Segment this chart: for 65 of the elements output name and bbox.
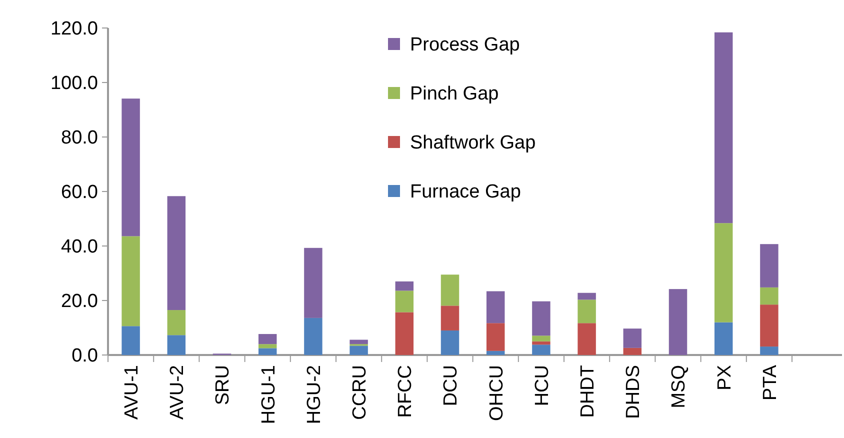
x-tick-label: OHCU	[486, 365, 508, 421]
bar	[304, 248, 322, 318]
bar	[122, 98, 140, 236]
x-tick-label: CCRU	[349, 365, 370, 420]
y-tick-label: 80.0	[61, 128, 98, 149]
bar	[167, 310, 186, 336]
bar	[395, 290, 414, 312]
bar	[258, 344, 277, 348]
x-tick-label: AVU-2	[167, 365, 188, 420]
bar	[532, 301, 550, 336]
bar	[578, 292, 596, 300]
bar	[714, 32, 733, 224]
legend-label: Furnace Gap	[410, 182, 521, 203]
y-tick-label: 60.0	[61, 182, 98, 204]
legend-label: Pinch Gap	[410, 84, 499, 105]
x-tick-label: HCU	[532, 365, 553, 406]
bar	[440, 330, 460, 355]
y-tick-label: 40.0	[61, 236, 98, 258]
bar	[532, 341, 550, 345]
x-tick-label: PTA	[760, 364, 781, 401]
bar	[578, 323, 596, 355]
legend-label: Process Gap	[410, 34, 520, 56]
bar	[167, 196, 186, 310]
y-tick-label: 100.0	[50, 73, 98, 94]
y-tick-label: 120.0	[50, 18, 98, 40]
bar	[350, 346, 368, 355]
x-tick-label: RFCC	[395, 365, 416, 418]
bar	[122, 326, 140, 355]
x-tick-label: DHDS	[623, 365, 644, 419]
x-tick-label: DHDT	[577, 364, 598, 418]
bar	[760, 346, 778, 355]
bar	[486, 350, 505, 355]
y-tick-label: 20.0	[61, 291, 98, 312]
bar	[350, 340, 368, 344]
bar	[486, 323, 505, 351]
x-tick-label: AVU-1	[121, 365, 142, 420]
x-tick-label: PX	[714, 364, 736, 390]
bar	[440, 306, 460, 330]
bar	[486, 291, 505, 324]
bar	[760, 287, 778, 305]
bar	[623, 328, 642, 348]
bar	[532, 344, 550, 355]
bar	[167, 335, 186, 355]
bar	[760, 304, 778, 347]
x-tick-label: HGU-2	[304, 365, 325, 424]
bar	[623, 348, 642, 355]
bar	[578, 300, 596, 324]
bar	[395, 312, 414, 355]
bar	[532, 336, 550, 342]
bar	[122, 236, 140, 326]
x-tick-label: DCU	[440, 365, 462, 406]
bar	[714, 322, 733, 355]
bar	[258, 348, 277, 355]
legend-label: Shaftwork Gap	[410, 132, 536, 154]
bar	[395, 281, 414, 291]
bar	[714, 223, 733, 322]
x-tick-label: HGU-1	[258, 365, 280, 424]
bar	[304, 318, 322, 355]
x-tick-label: SRU	[212, 365, 234, 406]
y-tick-label: 0.0	[72, 346, 98, 367]
x-tick-label: MSQ	[668, 365, 690, 408]
bar	[668, 289, 688, 355]
bar	[258, 334, 277, 344]
bar	[440, 274, 460, 306]
bar	[760, 244, 778, 288]
